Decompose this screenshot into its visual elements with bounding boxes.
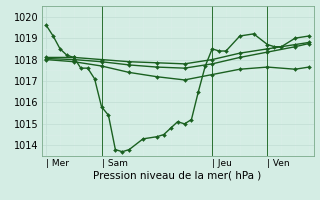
X-axis label: Pression niveau de la mer( hPa ): Pression niveau de la mer( hPa ) (93, 171, 262, 181)
